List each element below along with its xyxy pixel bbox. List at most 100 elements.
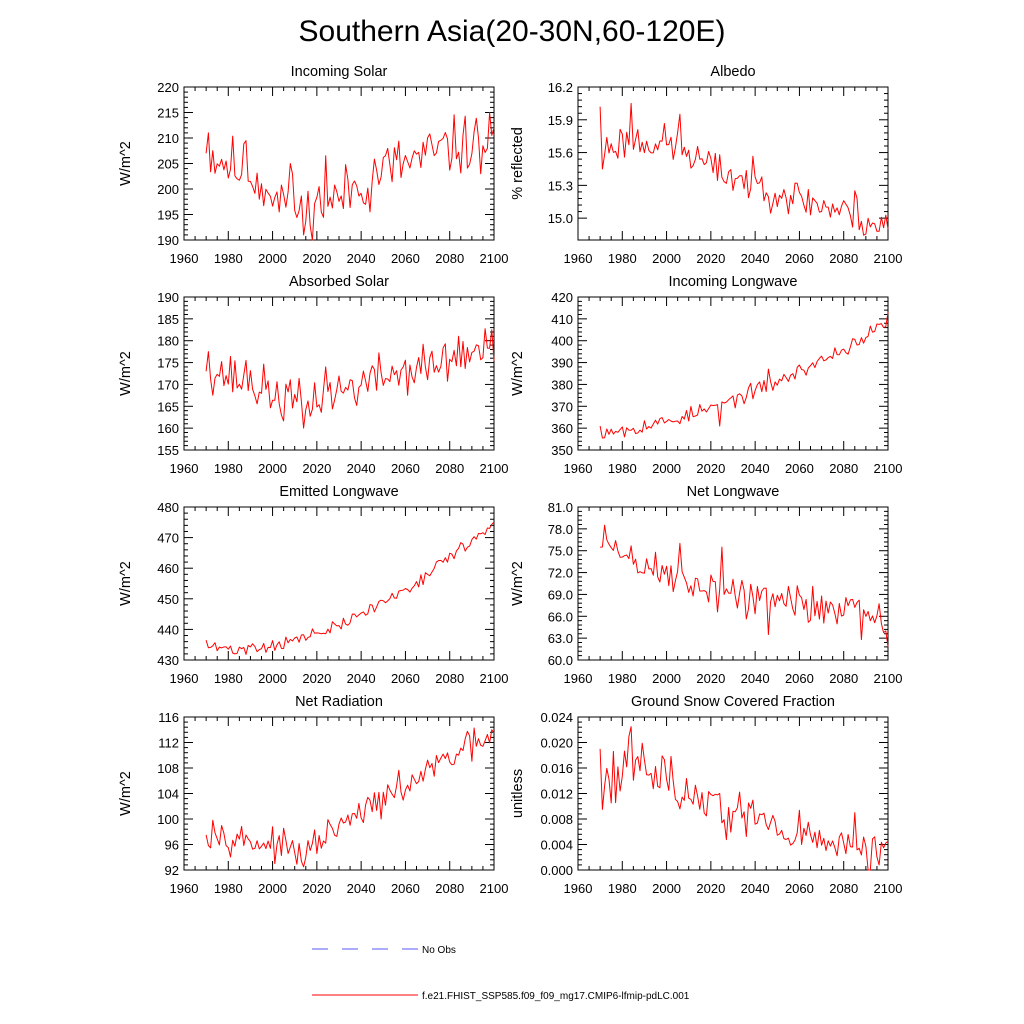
x-tick-label: 2100: [480, 671, 509, 686]
y-axis-label: W/m^2: [118, 141, 134, 186]
x-tick-label: 2080: [829, 461, 858, 476]
x-tick-label: 2060: [391, 671, 420, 686]
panel-1: Albedo % reflected 1960 1980 2000 2020 2040 206…: [510, 64, 902, 266]
plot-frame: [577, 506, 889, 661]
y-tick-label: 60.0: [548, 653, 573, 668]
y-tick-label: 430: [157, 653, 179, 668]
y-tick-label: 0.024: [540, 710, 573, 725]
x-tick-label: 2100: [874, 671, 903, 686]
y-tick-label: 165: [157, 399, 179, 414]
y-tick-label: 0.020: [540, 736, 573, 751]
series-line-model: [205, 328, 495, 429]
y-tick-label: 480: [157, 500, 179, 515]
x-tick-label: 2000: [258, 251, 287, 266]
y-tick-label: 460: [157, 561, 179, 576]
x-tick-label: 2080: [435, 881, 464, 896]
x-tick-label: 1980: [608, 251, 637, 266]
x-tick-label: 2000: [652, 671, 681, 686]
y-tick-label: 0.000: [540, 863, 573, 878]
x-tick-label: 1960: [170, 461, 199, 476]
legend: No Obs f.e21.FHIST_SSP585.f09_f09_mg17.C…: [312, 945, 690, 1002]
x-tick-label: 2100: [480, 881, 509, 896]
x-tick-label: 1980: [214, 671, 243, 686]
panel-3: Incoming Longwave W/m^2 1960 1980 2000 2020 20…: [510, 274, 902, 476]
y-tick-label: 15.9: [548, 113, 573, 128]
series-line-model: [599, 726, 889, 871]
x-tick-label: 2020: [302, 671, 331, 686]
y-tick-label: 96: [165, 838, 179, 853]
y-tick-label: 63.0: [548, 631, 573, 646]
legend-obs-label: No Obs: [422, 945, 456, 956]
x-tick-label: 2080: [435, 671, 464, 686]
y-tick-label: 450: [157, 592, 179, 607]
x-tick-label: 2060: [391, 461, 420, 476]
y-tick-label: 69.0: [548, 587, 573, 602]
y-tick-label: 420: [551, 290, 573, 305]
y-tick-label: 100: [157, 812, 179, 827]
x-tick-label: 2080: [435, 461, 464, 476]
x-tick-label: 2020: [302, 461, 331, 476]
y-tick-label: 380: [551, 377, 573, 392]
panel-title: Net Longwave: [687, 484, 780, 500]
figure-title: Southern Asia(20-30N,60-120E): [299, 15, 726, 48]
x-tick-label: 2080: [829, 671, 858, 686]
plot-frame: [577, 716, 889, 871]
x-tick-label: 2000: [652, 251, 681, 266]
panel-title: Absorbed Solar: [289, 274, 389, 290]
panel-4: Emitted Longwave W/m^2 1960 1980 2000 2020 204…: [118, 484, 508, 686]
y-tick-label: 0.004: [540, 838, 573, 853]
y-tick-label: 195: [157, 208, 179, 223]
x-tick-label: 2100: [480, 251, 509, 266]
y-tick-label: 0.008: [540, 812, 573, 827]
y-tick-label: 0.016: [540, 761, 573, 776]
x-tick-label: 2020: [696, 671, 725, 686]
x-tick-label: 2100: [874, 461, 903, 476]
x-tick-label: 2100: [874, 251, 903, 266]
plot-frame: [577, 296, 889, 451]
x-tick-label: 1960: [564, 671, 593, 686]
x-tick-label: 2080: [829, 881, 858, 896]
panel-7: Ground Snow Covered Fraction unitless 1960…: [510, 694, 902, 896]
y-tick-label: 15.0: [548, 211, 573, 226]
plot-frame: [183, 506, 495, 661]
x-tick-label: 2020: [696, 251, 725, 266]
y-tick-label: 370: [551, 399, 573, 414]
panel-title: Incoming Longwave: [669, 274, 798, 290]
y-tick-label: 210: [157, 131, 179, 146]
y-tick-label: 440: [157, 622, 179, 637]
x-tick-label: 1980: [214, 881, 243, 896]
x-tick-label: 2060: [785, 671, 814, 686]
x-tick-label: 2040: [741, 881, 770, 896]
x-tick-label: 2040: [347, 251, 376, 266]
y-axis-label: W/m^2: [510, 561, 526, 606]
y-tick-label: 81.0: [548, 500, 573, 515]
y-tick-label: 112: [158, 736, 179, 751]
y-tick-label: 160: [157, 421, 179, 436]
y-tick-label: 75.0: [548, 544, 573, 559]
y-tick-label: 205: [157, 157, 179, 172]
x-tick-label: 1980: [608, 881, 637, 896]
y-tick-label: 400: [551, 334, 573, 349]
series-line-model: [205, 521, 495, 655]
x-tick-label: 2040: [347, 671, 376, 686]
panel-title: Emitted Longwave: [279, 484, 398, 500]
y-tick-label: 15.3: [548, 178, 573, 193]
panels: Incoming Solar W/m^2 1960 1980 2000 2020 2040 2…: [118, 64, 902, 896]
y-tick-label: 92: [165, 863, 179, 878]
y-tick-label: 215: [157, 106, 179, 121]
x-tick-label: 1960: [564, 251, 593, 266]
x-tick-label: 2080: [829, 251, 858, 266]
y-tick-label: 66.0: [548, 609, 573, 624]
y-tick-label: 360: [551, 421, 573, 436]
panel-title: Albedo: [710, 64, 755, 80]
panel-6: Net Radiation W/m^2 1960 1980 2000 2020 2040 20…: [118, 694, 508, 896]
y-tick-label: 15.6: [548, 146, 573, 161]
y-tick-label: 0.012: [540, 787, 573, 802]
x-tick-label: 1960: [170, 251, 199, 266]
y-axis-label: W/m^2: [118, 351, 134, 396]
panel-title: Incoming Solar: [291, 64, 388, 80]
x-tick-label: 2080: [435, 251, 464, 266]
y-tick-label: 16.2: [548, 80, 573, 95]
y-tick-label: 350: [551, 443, 573, 458]
x-tick-label: 2060: [785, 881, 814, 896]
